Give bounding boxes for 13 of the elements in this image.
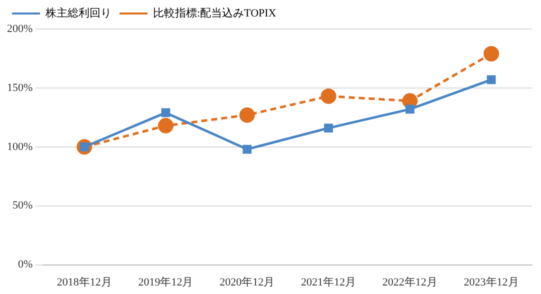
y-tick-label: 200% — [6, 22, 33, 35]
y-tick-label: 0% — [18, 258, 33, 271]
x-tick-label: 2021年12月 — [301, 276, 356, 288]
x-tick-label: 2019年12月 — [138, 276, 194, 288]
y-tick-label: 150% — [6, 82, 33, 94]
x-tick-label: 2020年12月 — [220, 276, 275, 288]
y-tick-label: 100% — [6, 140, 33, 153]
legend-label: 比較指標:配当込みTOPIX — [153, 6, 276, 20]
x-tick-label: 2018年12月 — [56, 276, 112, 288]
legend-label: 株主総利回り — [44, 6, 112, 20]
x-tick-label: 2023年12月 — [464, 276, 519, 288]
x-tick-label: 2022年12月 — [382, 276, 438, 288]
y-tick-label: 50% — [12, 200, 33, 212]
